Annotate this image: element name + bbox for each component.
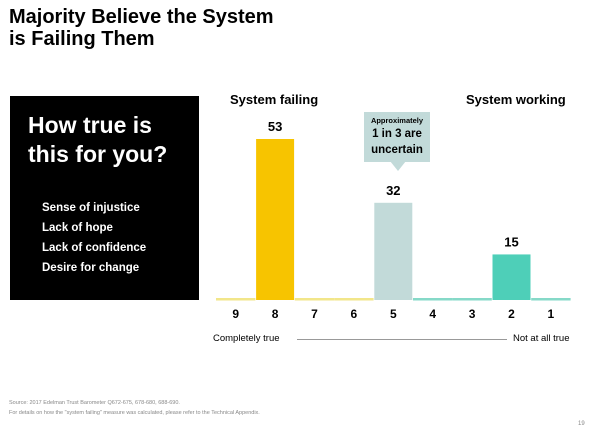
tick-label-2: 2 <box>508 307 515 321</box>
title-line-2: is Failing Them <box>9 28 155 50</box>
tick-label-8: 8 <box>272 307 279 321</box>
methodology-note: For details on how the "system failing" … <box>9 410 260 416</box>
source-text: Source: 2017 Edelman Trust Barometer Q67… <box>9 400 180 406</box>
axis-right-label: Not at all true <box>513 333 570 344</box>
axis-scale-line <box>297 339 507 340</box>
callout-line-2: uncertain <box>371 144 423 156</box>
page-number: 19 <box>578 421 585 427</box>
dimension-item: Lack of hope <box>42 222 113 234</box>
baseline-bar-9 <box>216 298 256 301</box>
question-line-2: this for you? <box>28 141 168 167</box>
tick-label-1: 1 <box>548 307 555 321</box>
dimension-item: Lack of confidence <box>42 242 147 254</box>
dimension-item: Desire for change <box>42 262 140 274</box>
dimensions-list: Sense of injustice Lack of hope Lack of … <box>42 198 146 278</box>
baseline-bar-3 <box>452 298 492 301</box>
callout-small-text: Approximately <box>370 116 424 125</box>
question-box: How true is this for you? Sense of injus… <box>10 96 199 300</box>
uncertain-callout: Approximately 1 in 3 are uncertain <box>364 112 430 162</box>
baseline-bar-1 <box>531 298 571 301</box>
slide-title: Majority Believe the System is Failing T… <box>9 6 329 50</box>
axis-left-label: Completely true <box>213 333 280 344</box>
question-heading: How true is this for you? <box>28 111 167 169</box>
tick-label-6: 6 <box>351 307 358 321</box>
bar-8 <box>256 139 295 300</box>
tick-label-7: 7 <box>311 307 318 321</box>
bar-5 <box>374 202 413 300</box>
title-line-1: Majority Believe the System <box>9 6 274 28</box>
tick-label-5: 5 <box>390 307 397 321</box>
baseline-bar-6 <box>334 298 374 301</box>
baseline-bar-4 <box>413 298 453 301</box>
tick-label-4: 4 <box>429 307 436 321</box>
question-line-1: How true is <box>28 112 152 138</box>
baseline-bar-7 <box>294 298 335 301</box>
bar-2 <box>492 254 531 300</box>
tick-label-3: 3 <box>469 307 476 321</box>
callout-pointer <box>390 161 406 171</box>
system-working-header: System working <box>466 92 566 107</box>
tick-label-9: 9 <box>232 307 239 321</box>
dimension-item: Sense of injustice <box>42 202 140 214</box>
data-label-5: 32 <box>386 183 400 198</box>
source-notes: Source: 2017 Edelman Trust Barometer Q67… <box>9 398 260 418</box>
data-label-2: 15 <box>504 234 518 249</box>
data-label-8: 53 <box>268 119 282 134</box>
callout-line-1: 1 in 3 are <box>372 128 422 140</box>
system-failing-header: System failing <box>230 92 319 107</box>
